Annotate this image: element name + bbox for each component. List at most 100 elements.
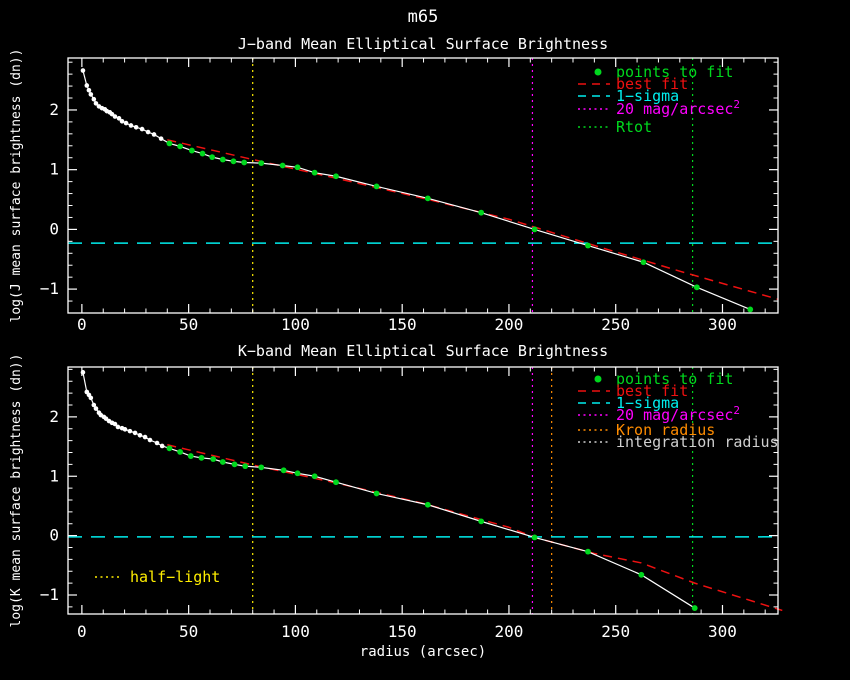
fit-point (747, 306, 754, 313)
legend-item: points to fit (594, 370, 733, 388)
y-axis-label: log(J mean surface brightness (dn)) (9, 49, 24, 323)
fit-point (166, 445, 173, 452)
legend-item: integration radius (578, 433, 779, 451)
fit-point (241, 159, 248, 166)
fit-point (531, 534, 538, 541)
fit-point (187, 453, 194, 459)
legend-item: best fit (578, 382, 688, 400)
y-tick-label: 0 (49, 219, 59, 238)
profile-point (93, 406, 99, 411)
fit-point (693, 284, 700, 291)
fit-point (478, 209, 485, 216)
fit-point (258, 160, 265, 167)
legend-label: 20 mag/arcsec2 (616, 404, 740, 424)
fit-point (210, 456, 217, 462)
legend-item: 20 mag/arcsec2 (578, 404, 740, 424)
half-light-label: half−light (130, 568, 220, 586)
profile-point (158, 136, 164, 141)
fit-point (177, 449, 184, 455)
legend-label: best fit (616, 75, 688, 93)
fit-point (198, 454, 205, 461)
fit-point (188, 147, 195, 154)
fit-point (333, 479, 339, 486)
legend-label: points to fit (616, 370, 733, 388)
legend-item: Kron radius (578, 421, 715, 439)
fit-point (209, 154, 216, 161)
fit-point (691, 605, 698, 611)
profile-point (86, 87, 92, 93)
panel-title: K−band Mean Elliptical Surface Brightnes… (238, 342, 608, 360)
profile-point (145, 129, 151, 135)
x-tick-label: 100 (281, 622, 310, 641)
legend-item: 1−sigma (578, 87, 679, 105)
y-axis-label: log(K mean surface brightness (dn)) (9, 354, 24, 628)
profile-point (116, 116, 122, 121)
legend-item: Rtot (578, 118, 652, 136)
x-tick-label: 0 (77, 622, 87, 641)
fit-point (478, 518, 485, 525)
legend-label: best fit (616, 382, 688, 400)
profile-point (122, 427, 128, 432)
x-tick-label: 50 (179, 622, 198, 641)
main-title: m65 (408, 7, 439, 27)
profile-point (151, 132, 157, 137)
profile-point (88, 92, 94, 97)
x-tick-label: 150 (388, 622, 417, 641)
profile-point (119, 119, 125, 124)
fit-point (333, 173, 339, 180)
legend-label: points to fit (616, 63, 733, 81)
fit-point (177, 143, 184, 150)
profile-point (91, 402, 97, 408)
profile-point (84, 83, 90, 88)
profile-point (132, 430, 138, 436)
legend-label: 1−sigma (616, 87, 679, 105)
profile-point (147, 437, 153, 443)
fit-point (279, 162, 286, 169)
legend-item: 1−sigma (578, 394, 679, 412)
y-tick-label: −1 (40, 585, 59, 604)
fit-point (166, 140, 173, 147)
x-tick-label: 0 (77, 315, 87, 334)
panel-title: J−band Mean Elliptical Surface Brightnes… (238, 35, 608, 53)
profile-point (112, 421, 118, 427)
x-tick-label: 300 (708, 315, 737, 334)
fit-point (199, 150, 206, 157)
profile-point (88, 395, 94, 401)
profile-point (127, 428, 133, 434)
fit-point (638, 571, 645, 578)
x-tick-label: 200 (494, 622, 523, 641)
profile-point (128, 123, 134, 128)
fit-point (640, 259, 647, 266)
profile-point (139, 126, 145, 132)
profile-point (93, 101, 99, 106)
profile-point (159, 443, 165, 449)
legend-item: 20 mag/arcsec2 (578, 98, 740, 118)
x-tick-label: 300 (708, 622, 737, 641)
fit-point (258, 464, 265, 471)
fit-point (424, 501, 431, 508)
profile-point (133, 124, 139, 130)
x-tick-label: 50 (179, 315, 198, 334)
fit-point (219, 156, 226, 163)
x-tick-label: 150 (388, 315, 417, 334)
fit-point (219, 459, 226, 465)
legend-marker-swatch (594, 68, 602, 76)
y-tick-label: −1 (40, 279, 59, 298)
profile-point (137, 432, 143, 438)
profile-point (80, 68, 86, 73)
y-tick-label: 1 (49, 160, 59, 179)
legend-item: best fit (578, 75, 688, 93)
best-fit-line (167, 444, 783, 612)
fit-point (280, 467, 287, 474)
x-tick-label: 250 (601, 315, 630, 334)
legend-label: Rtot (616, 118, 652, 136)
x-axis-label: radius (arcsec) (360, 644, 486, 660)
profile-point (123, 120, 129, 126)
profile-point (91, 96, 97, 102)
fit-point (242, 463, 249, 470)
legend-label: integration radius (616, 433, 779, 451)
plot-box (67, 57, 779, 314)
fit-point (294, 164, 301, 171)
